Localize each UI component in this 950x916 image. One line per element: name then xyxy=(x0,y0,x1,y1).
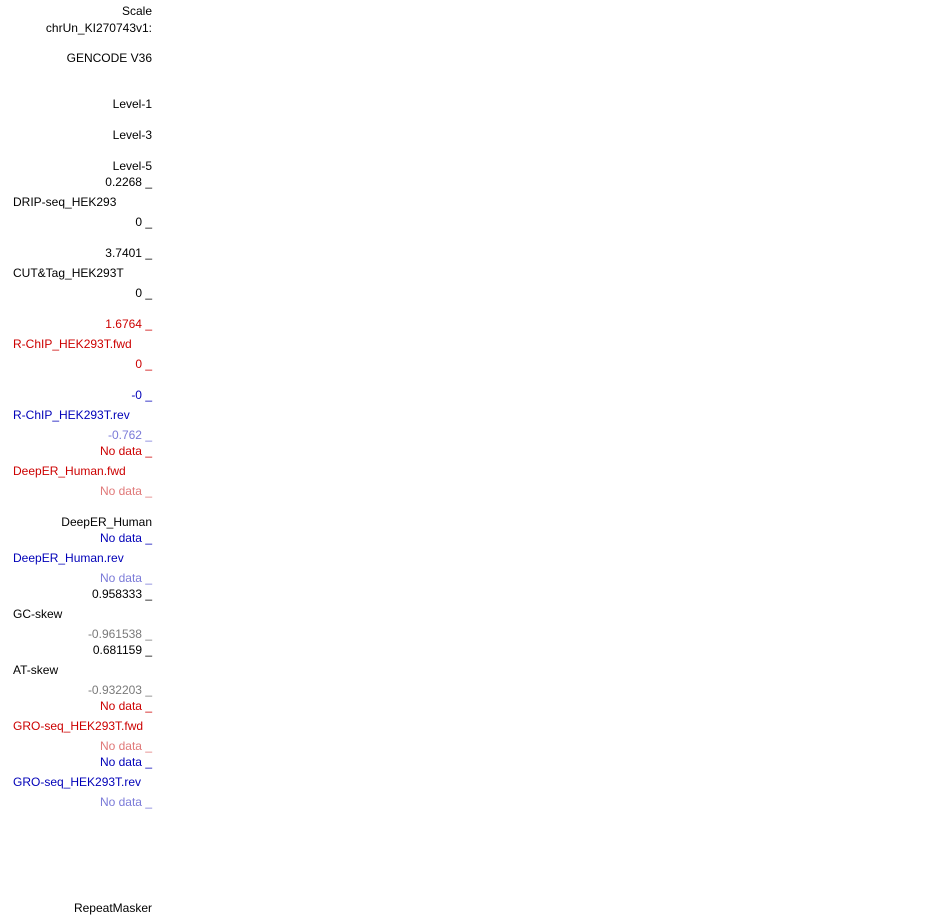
at-skew-max-value: 0.681159 _ xyxy=(92,643,152,657)
deeper-group-label[interactable]: DeepER_Human xyxy=(61,515,152,529)
drip-track-label[interactable]: DRIP-seq_HEK293 xyxy=(13,195,117,209)
drip-min-value: 0 _ xyxy=(135,215,152,229)
gro-fwd-min-value: No data _ xyxy=(99,739,152,753)
deeper-rev-max-value: No data _ xyxy=(99,531,152,545)
gro-rev-min-value: No data _ xyxy=(99,795,152,809)
rchip-rev-max-value: -0 _ xyxy=(131,388,152,402)
gencode-track-label[interactable]: GENCODE V36 xyxy=(66,51,152,65)
at-skew-min-value: -0.932203 _ xyxy=(87,683,152,697)
gc-skew-track-label[interactable]: GC-skew xyxy=(13,607,63,621)
cuttag-track-label[interactable]: CUT&Tag_HEK293T xyxy=(13,266,124,280)
deeper-rev-min-value: No data _ xyxy=(99,571,152,585)
gro-rev-max-value: No data _ xyxy=(99,755,152,769)
cuttag-max-value: 3.7401 _ xyxy=(105,246,152,260)
gc-skew-max-value: 0.958333 _ xyxy=(91,587,152,601)
gc-skew-min-value: -0.961538 _ xyxy=(87,627,152,641)
gencode-level5-label: Level-5 xyxy=(112,159,152,173)
gro-rev-track-label[interactable]: GRO-seq_HEK293T.rev xyxy=(13,775,142,789)
gencode-level3-label: Level-3 xyxy=(112,128,152,142)
deeper-fwd-max-value: No data _ xyxy=(99,444,152,458)
scale-label: Scale xyxy=(121,4,152,18)
rchip-rev-min-value: -0.762 _ xyxy=(107,428,152,442)
repeatmasker-track-label[interactable]: RepeatMasker xyxy=(73,901,152,915)
chrom-label: chrUn_KI270743v1: xyxy=(45,21,152,35)
drip-max-value: 0.2268 _ xyxy=(105,175,152,189)
rchip-rev-track-label[interactable]: R-ChIP_HEK293T.rev xyxy=(13,408,130,422)
cuttag-min-value: 0 _ xyxy=(135,286,152,300)
rchip-fwd-max-value: 1.6764 _ xyxy=(105,317,152,331)
at-skew-track-label[interactable]: AT-skew xyxy=(13,663,59,677)
deeper-fwd-track-label[interactable]: DeepER_Human.fwd xyxy=(13,464,126,478)
rchip-fwd-min-value: 0 _ xyxy=(135,357,152,371)
gencode-level1-label: Level-1 xyxy=(112,97,152,111)
deeper-rev-track-label[interactable]: DeepER_Human.rev xyxy=(13,551,124,565)
rchip-fwd-track-label[interactable]: R-ChIP_HEK293T.fwd xyxy=(13,337,132,351)
deeper-fwd-min-value: No data _ xyxy=(99,484,152,498)
gro-fwd-max-value: No data _ xyxy=(99,699,152,713)
gro-fwd-track-label[interactable]: GRO-seq_HEK293T.fwd xyxy=(13,719,144,733)
